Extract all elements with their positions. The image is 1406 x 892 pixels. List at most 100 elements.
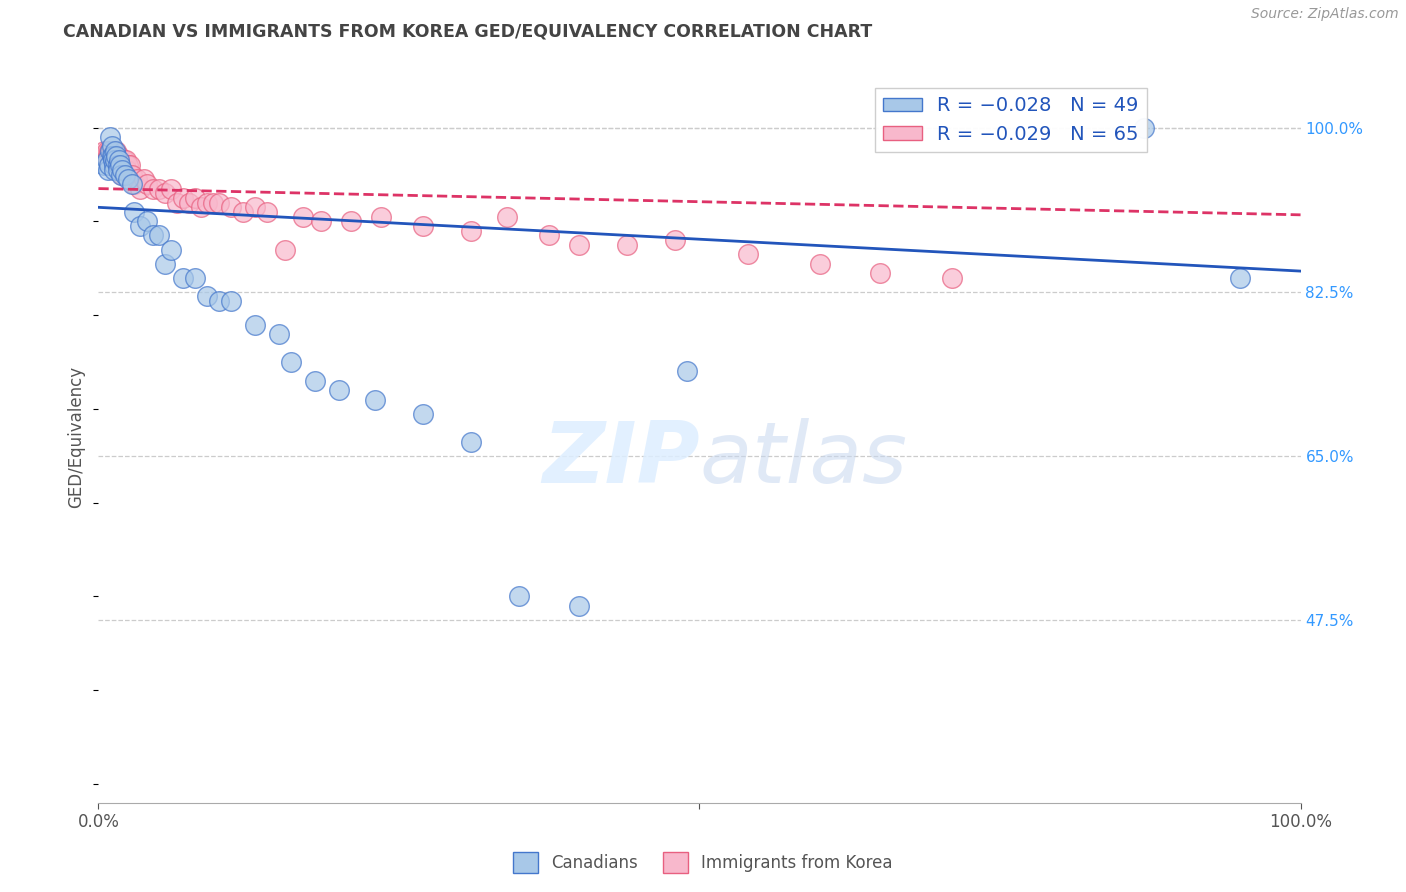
Point [1133, 120, 1156, 135]
Point [869, 266, 891, 280]
Point [100, 144, 122, 158]
Text: ZIP: ZIP [541, 417, 700, 500]
Point [107, 158, 129, 172]
Point [98, 158, 121, 172]
Point [100, 139, 122, 153]
Point [104, 144, 127, 158]
Point [148, 228, 170, 243]
Point [108, 153, 131, 168]
Point [98, 144, 121, 158]
Point [103, 162, 125, 177]
Point [256, 205, 278, 219]
Point [808, 257, 831, 271]
Point [100, 149, 122, 163]
Y-axis label: GED/Equivalency: GED/Equivalency [67, 366, 86, 508]
Point [141, 228, 163, 243]
Point [101, 149, 124, 163]
Point [124, 205, 146, 219]
Point [1229, 270, 1251, 285]
Point [538, 228, 561, 243]
Point [96, 153, 118, 168]
Point [148, 181, 170, 195]
Text: Source: ZipAtlas.com: Source: ZipAtlas.com [1251, 7, 1399, 21]
Point [121, 168, 143, 182]
Point [159, 181, 181, 195]
Point [118, 158, 141, 172]
Point [108, 149, 131, 163]
Point [101, 153, 124, 168]
Point [132, 172, 155, 186]
Point [676, 364, 699, 378]
Point [103, 158, 125, 172]
Point [111, 168, 134, 182]
Point [243, 200, 266, 214]
Point [108, 158, 131, 172]
Point [177, 195, 200, 210]
Point [243, 318, 266, 332]
Point [105, 144, 128, 158]
Point [114, 162, 136, 177]
Point [125, 172, 148, 186]
Point [111, 162, 134, 177]
Point [291, 210, 314, 224]
Point [135, 177, 157, 191]
Point [93, 158, 115, 172]
Point [93, 144, 115, 158]
Point [135, 214, 157, 228]
Point [101, 149, 124, 163]
Point [195, 289, 218, 303]
Legend: R = −0.028   N = 49, R = −0.029   N = 65: R = −0.028 N = 49, R = −0.029 N = 65 [875, 88, 1146, 152]
Point [117, 172, 139, 186]
Text: atlas: atlas [700, 417, 907, 500]
Point [97, 162, 120, 177]
Point [941, 270, 963, 285]
Point [208, 294, 231, 309]
Point [159, 243, 181, 257]
Point [201, 195, 224, 210]
Point [153, 186, 176, 201]
Legend: Canadians, Immigrants from Korea: Canadians, Immigrants from Korea [506, 846, 900, 880]
Point [280, 355, 302, 369]
Point [616, 237, 638, 252]
Point [110, 158, 132, 172]
Point [460, 224, 482, 238]
Point [112, 153, 135, 168]
Point [267, 326, 290, 341]
Point [172, 270, 194, 285]
Point [166, 195, 188, 210]
Point [115, 153, 138, 168]
Point [117, 162, 139, 177]
Point [129, 181, 152, 195]
Point [460, 434, 482, 449]
Point [114, 168, 136, 182]
Point [508, 590, 530, 604]
Point [208, 195, 231, 210]
Point [104, 158, 127, 172]
Point [94, 149, 117, 163]
Point [107, 153, 129, 168]
Point [100, 144, 122, 158]
Point [110, 168, 132, 182]
Point [107, 162, 129, 177]
Point [103, 158, 125, 172]
Point [129, 219, 152, 233]
Point [117, 158, 139, 172]
Point [412, 407, 434, 421]
Point [274, 243, 297, 257]
Point [100, 144, 122, 158]
Point [100, 130, 122, 145]
Point [96, 144, 118, 158]
Point [121, 177, 143, 191]
Point [568, 237, 591, 252]
Point [104, 153, 127, 168]
Point [141, 181, 163, 195]
Point [172, 191, 194, 205]
Point [328, 383, 350, 397]
Point [340, 214, 363, 228]
Point [97, 149, 120, 163]
Point [153, 257, 176, 271]
Point [219, 200, 242, 214]
Point [183, 270, 205, 285]
Point [103, 144, 125, 158]
Point [370, 210, 392, 224]
